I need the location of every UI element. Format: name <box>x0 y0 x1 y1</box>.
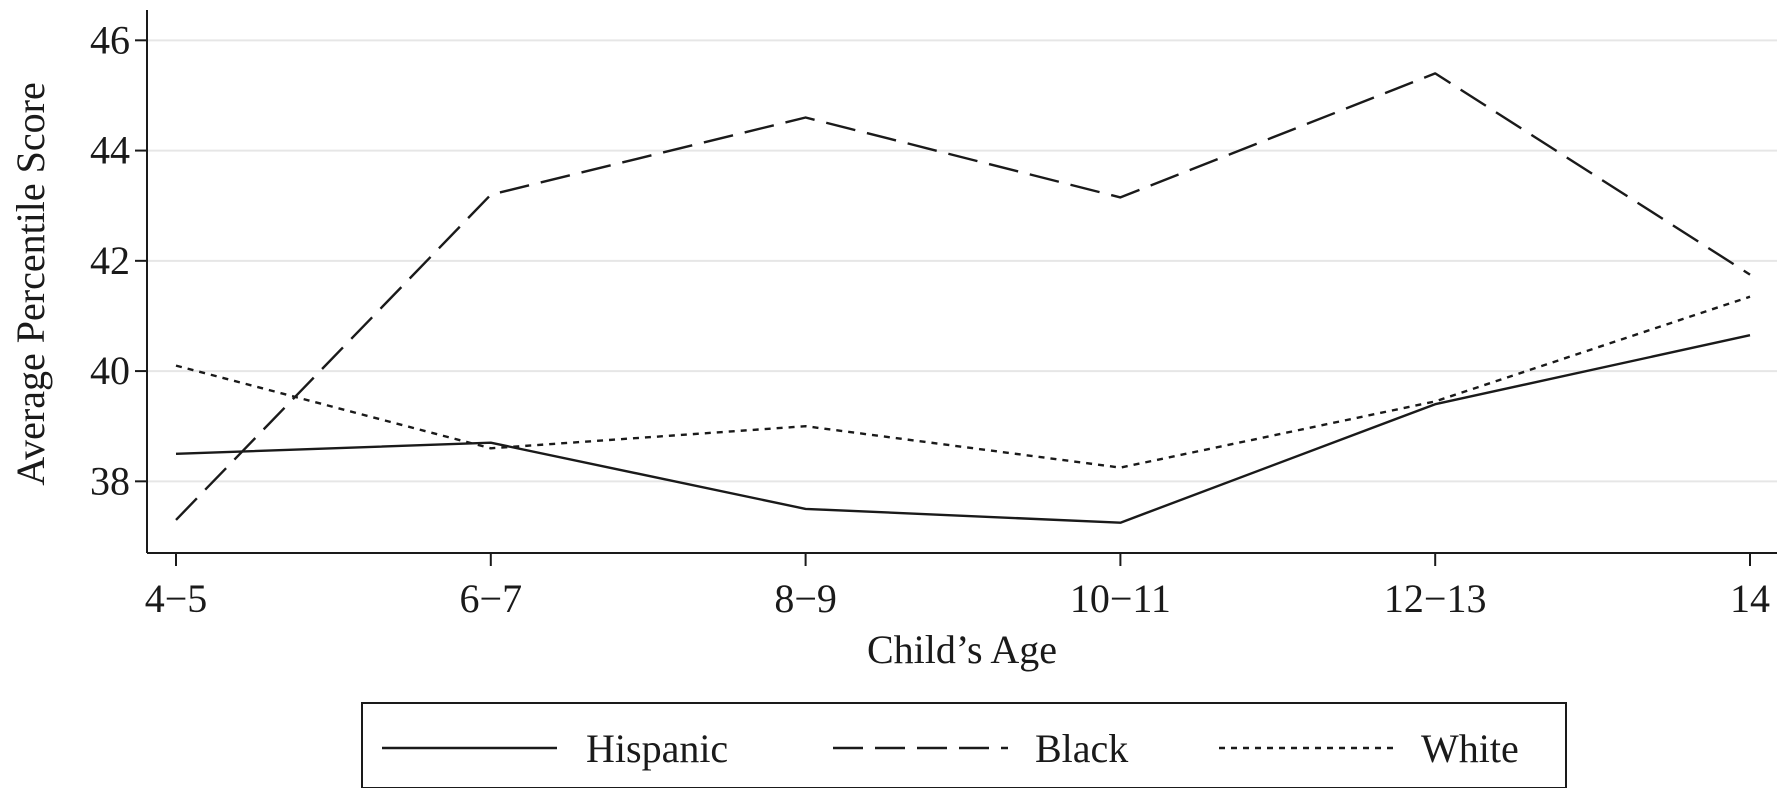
legend-label-hispanic: Hispanic <box>586 726 728 771</box>
legend-label-white: White <box>1421 726 1519 771</box>
x-tick-label: 14 <box>1730 576 1770 621</box>
legend: Hispanic Black White <box>361 702 1567 788</box>
y-tick-label: 46 <box>90 17 130 62</box>
x-axis-label: Child’s Age <box>867 627 1057 672</box>
y-ticks: 38 40 42 44 46 <box>90 17 147 503</box>
x-tick-label: 10−11 <box>1070 576 1171 621</box>
y-tick-label: 44 <box>90 128 130 173</box>
legend-label-black: Black <box>1035 726 1128 771</box>
axes <box>146 10 1777 554</box>
legend-box <box>361 702 1567 788</box>
x-tick-label: 6−7 <box>460 576 523 621</box>
y-tick-label: 42 <box>90 238 130 283</box>
series-line-black <box>175 72 1751 521</box>
x-tick-label: 4−5 <box>145 576 208 621</box>
x-ticks: 4−5 6−7 8−9 10−11 12−13 14 <box>145 553 1770 621</box>
y-tick-label: 38 <box>90 458 130 503</box>
gridlines <box>147 39 1777 483</box>
x-tick-label: 12−13 <box>1384 576 1487 621</box>
series-lines <box>175 72 1751 524</box>
series-line-hispanic <box>175 334 1751 524</box>
y-axis-label: Average Percentile Score <box>8 82 53 486</box>
series-line-white <box>175 295 1751 469</box>
x-tick-label: 8−9 <box>774 576 837 621</box>
y-tick-label: 40 <box>90 348 130 393</box>
